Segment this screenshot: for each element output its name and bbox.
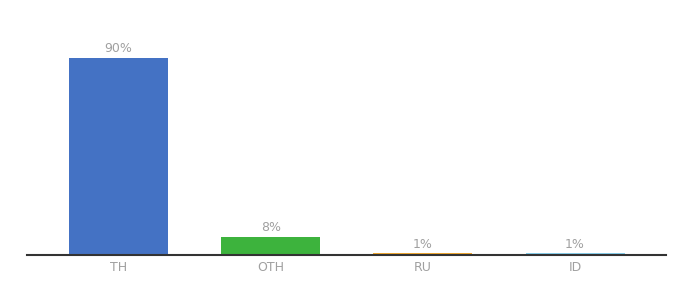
- Bar: [526, 253, 624, 255]
- Text: 8%: 8%: [260, 221, 281, 234]
- Text: 1%: 1%: [413, 238, 433, 251]
- Text: 90%: 90%: [105, 42, 133, 55]
- Text: 1%: 1%: [565, 238, 585, 251]
- Bar: [373, 253, 473, 255]
- Bar: [69, 58, 168, 255]
- Bar: [221, 238, 320, 255]
